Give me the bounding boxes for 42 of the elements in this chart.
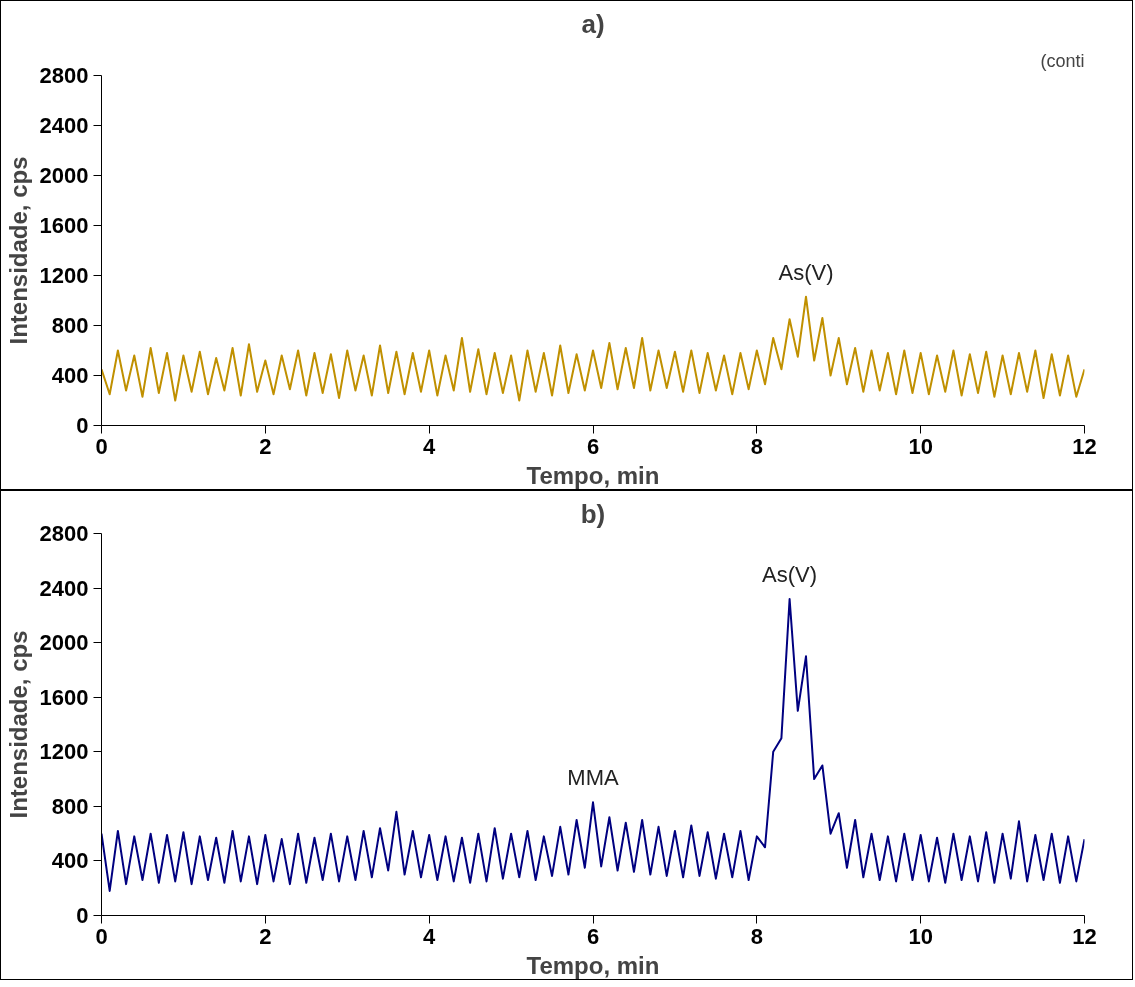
x-tick-label: 8 <box>750 433 763 459</box>
y-tick-label: 2400 <box>39 575 89 601</box>
x-axis-title: Tempo, min <box>526 951 660 979</box>
line-series <box>101 295 1085 402</box>
y-tick-label: 2000 <box>39 163 89 188</box>
x-tick-label: 12 <box>1072 923 1097 949</box>
y-axis-title: Intensidade, cps <box>4 156 32 345</box>
annotation: As(V) <box>778 259 834 285</box>
y-axis-title: Intensidade, cps <box>4 630 32 819</box>
y-tick-label: 2400 <box>39 113 89 138</box>
line-series <box>101 597 1085 892</box>
annotation: MMA <box>567 765 619 791</box>
x-tick-label: 0 <box>95 923 108 949</box>
y-tick-label: 800 <box>51 313 89 338</box>
x-tick-label: 2 <box>259 923 272 949</box>
y-tick-label: 400 <box>51 848 89 874</box>
chart-title: b) <box>580 498 606 529</box>
x-tick-label: 6 <box>586 433 600 459</box>
y-tick-label: 0 <box>76 413 89 438</box>
y-tick-label: 400 <box>51 363 89 388</box>
x-axis-title: Tempo, min <box>526 461 660 489</box>
x-tick-label: 4 <box>423 433 437 459</box>
y-tick-label: 1600 <box>39 684 89 710</box>
annotation: As(V) <box>762 561 818 587</box>
y-tick-label: 2000 <box>39 630 89 656</box>
x-tick-label: 0 <box>95 433 108 459</box>
y-tick-label: 0 <box>76 903 89 928</box>
x-tick-label: 8 <box>750 923 763 949</box>
y-tick-label: 2800 <box>39 63 89 88</box>
x-tick-label: 12 <box>1072 433 1097 459</box>
y-tick-label: 1200 <box>39 739 89 765</box>
y-tick-label: 1600 <box>39 213 89 238</box>
x-tick-label: 4 <box>423 923 437 949</box>
text: (conti <box>1040 50 1085 71</box>
y-tick-label: 2800 <box>39 521 89 546</box>
x-tick-label: 6 <box>586 923 600 949</box>
x-tick-label: 10 <box>908 433 933 459</box>
x-tick-label: 2 <box>259 433 272 459</box>
x-tick-label: 10 <box>908 923 933 949</box>
y-tick-label: 800 <box>51 793 89 819</box>
y-tick-label: 1200 <box>39 263 89 288</box>
chart-title: a) <box>581 8 605 39</box>
